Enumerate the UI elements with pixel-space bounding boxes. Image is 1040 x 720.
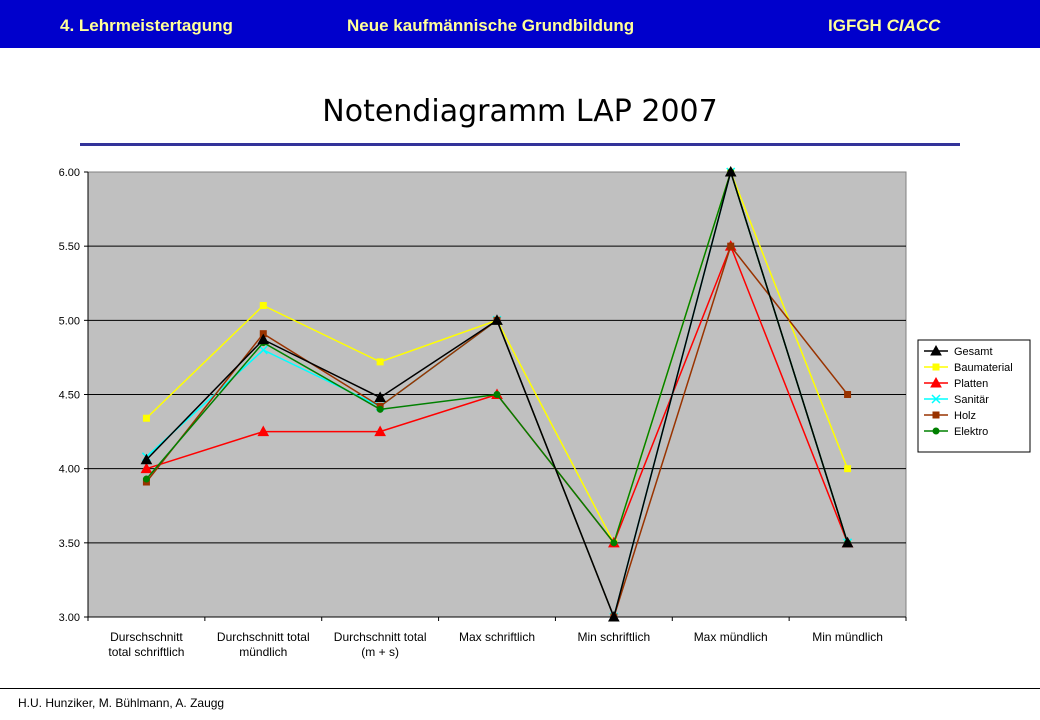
data-point-platten [140, 462, 153, 474]
data-point-platten [374, 425, 386, 437]
x-tick-label-line: Durchschnitt total [217, 630, 310, 644]
legend-item-baumaterial: Baumaterial [924, 362, 1013, 374]
data-point-elektro [610, 539, 618, 547]
x-tick-label-line: Min mündlich [812, 630, 883, 644]
data-point-holz [844, 391, 852, 398]
header-organisation: IGFGH CIACC [828, 16, 940, 36]
x-tick-label-line: total schriftlich [108, 645, 184, 659]
data-point-baumaterial [844, 465, 852, 473]
legend-item-platten: Platten [924, 376, 988, 390]
legend-label: Baumaterial [954, 362, 1013, 374]
data-point-gesamt [257, 333, 270, 345]
header-org-italic: CIACC [886, 16, 941, 35]
data-point-sanit-r-stroke [258, 345, 268, 355]
legend-swatch-marker-stroke [931, 394, 941, 404]
data-point-baumaterial [376, 358, 384, 366]
data-point-holz [727, 242, 735, 250]
data-point-baumaterial [142, 414, 150, 422]
x-tick-label-line: Max schriftlich [459, 630, 535, 644]
x-tick-label: Durschschnitt total schriftlich [108, 630, 184, 659]
header-bar: 4. Lehrmeistertagung Neue kaufmännische … [0, 0, 1040, 48]
header-event-title: 4. Lehrmeistertagung [60, 16, 233, 35]
legend-item-sanit-r: Sanitär [924, 394, 989, 406]
legend-label: Sanitär [954, 394, 989, 406]
x-tick-label: Min schriftlich [578, 630, 651, 644]
legend-item-elektro: Elektro [924, 426, 988, 438]
footer-authors: H.U. Hunziker, M. Bühlmann, A. Zaugg [18, 696, 225, 710]
data-point-gesamt [491, 314, 503, 325]
x-tick-label-line: Durschschnitt [110, 630, 183, 644]
legend: Gesamt Baumaterial Platten Sanitär Holz Elekt… [917, 339, 1031, 453]
series-gesamt [140, 165, 854, 622]
x-tick-label: Durchschnitt total mündlich [217, 630, 310, 659]
data-point-gesamt [724, 165, 737, 177]
header-topic: Neue kaufmännische Grundbildung [347, 16, 635, 35]
header-org-plain: IGFGH [828, 16, 887, 35]
y-tick-label: 4.50 [59, 390, 80, 402]
x-tick-label: Durchschnitt total (m + s) [334, 630, 427, 659]
legend-swatch-marker [932, 411, 940, 419]
y-tick-label: 3.00 [59, 612, 80, 624]
data-point-gesamt [140, 453, 153, 465]
x-tick-label-line: mündlich [239, 645, 287, 659]
legend-label: Elektro [954, 426, 988, 438]
legend-swatch-marker [932, 427, 940, 435]
data-point-elektro [376, 405, 384, 413]
y-tick-label: 5.50 [59, 241, 80, 253]
legend-label: Gesamt [954, 346, 993, 358]
x-tick-label-line: Max mündlich [694, 630, 768, 644]
x-tick-label-line: Min schriftlich [578, 630, 651, 644]
footer-divider [0, 688, 1040, 689]
legend-swatch-marker [930, 376, 942, 388]
x-tick-label: Min mündlich [812, 630, 883, 644]
y-tick-label: 5.00 [59, 315, 80, 327]
legend-swatch-marker [932, 363, 940, 371]
chart-title: Notendiagramm LAP 2007 [322, 94, 718, 129]
legend-swatch-marker [930, 344, 942, 356]
legend-item-holz: Holz [924, 410, 976, 422]
title-underline [80, 143, 960, 146]
y-tick-label: 4.00 [59, 464, 80, 476]
data-point-platten [257, 425, 270, 437]
legend-item-gesamt: Gesamt [924, 344, 993, 358]
x-tick-label-line: (m + s) [361, 645, 399, 659]
data-point-elektro [142, 475, 150, 483]
legend-label: Platten [954, 378, 988, 390]
x-tick-label: Max mündlich [694, 630, 768, 644]
x-tick-label-line: Durchschnitt total [334, 630, 427, 644]
data-point-sanit-r [258, 345, 268, 355]
data-point-gesamt [608, 610, 620, 622]
data-point-baumaterial [259, 302, 267, 309]
legend-label: Holz [954, 410, 976, 422]
data-point-gesamt [841, 536, 854, 548]
data-point-gesamt [374, 391, 386, 402]
x-tick-label: Max schriftlich [459, 630, 535, 644]
y-tick-label: 3.50 [59, 538, 80, 550]
legend-swatch-marker [931, 394, 941, 404]
y-tick-label: 6.00 [59, 167, 80, 179]
data-point-elektro [493, 391, 501, 398]
